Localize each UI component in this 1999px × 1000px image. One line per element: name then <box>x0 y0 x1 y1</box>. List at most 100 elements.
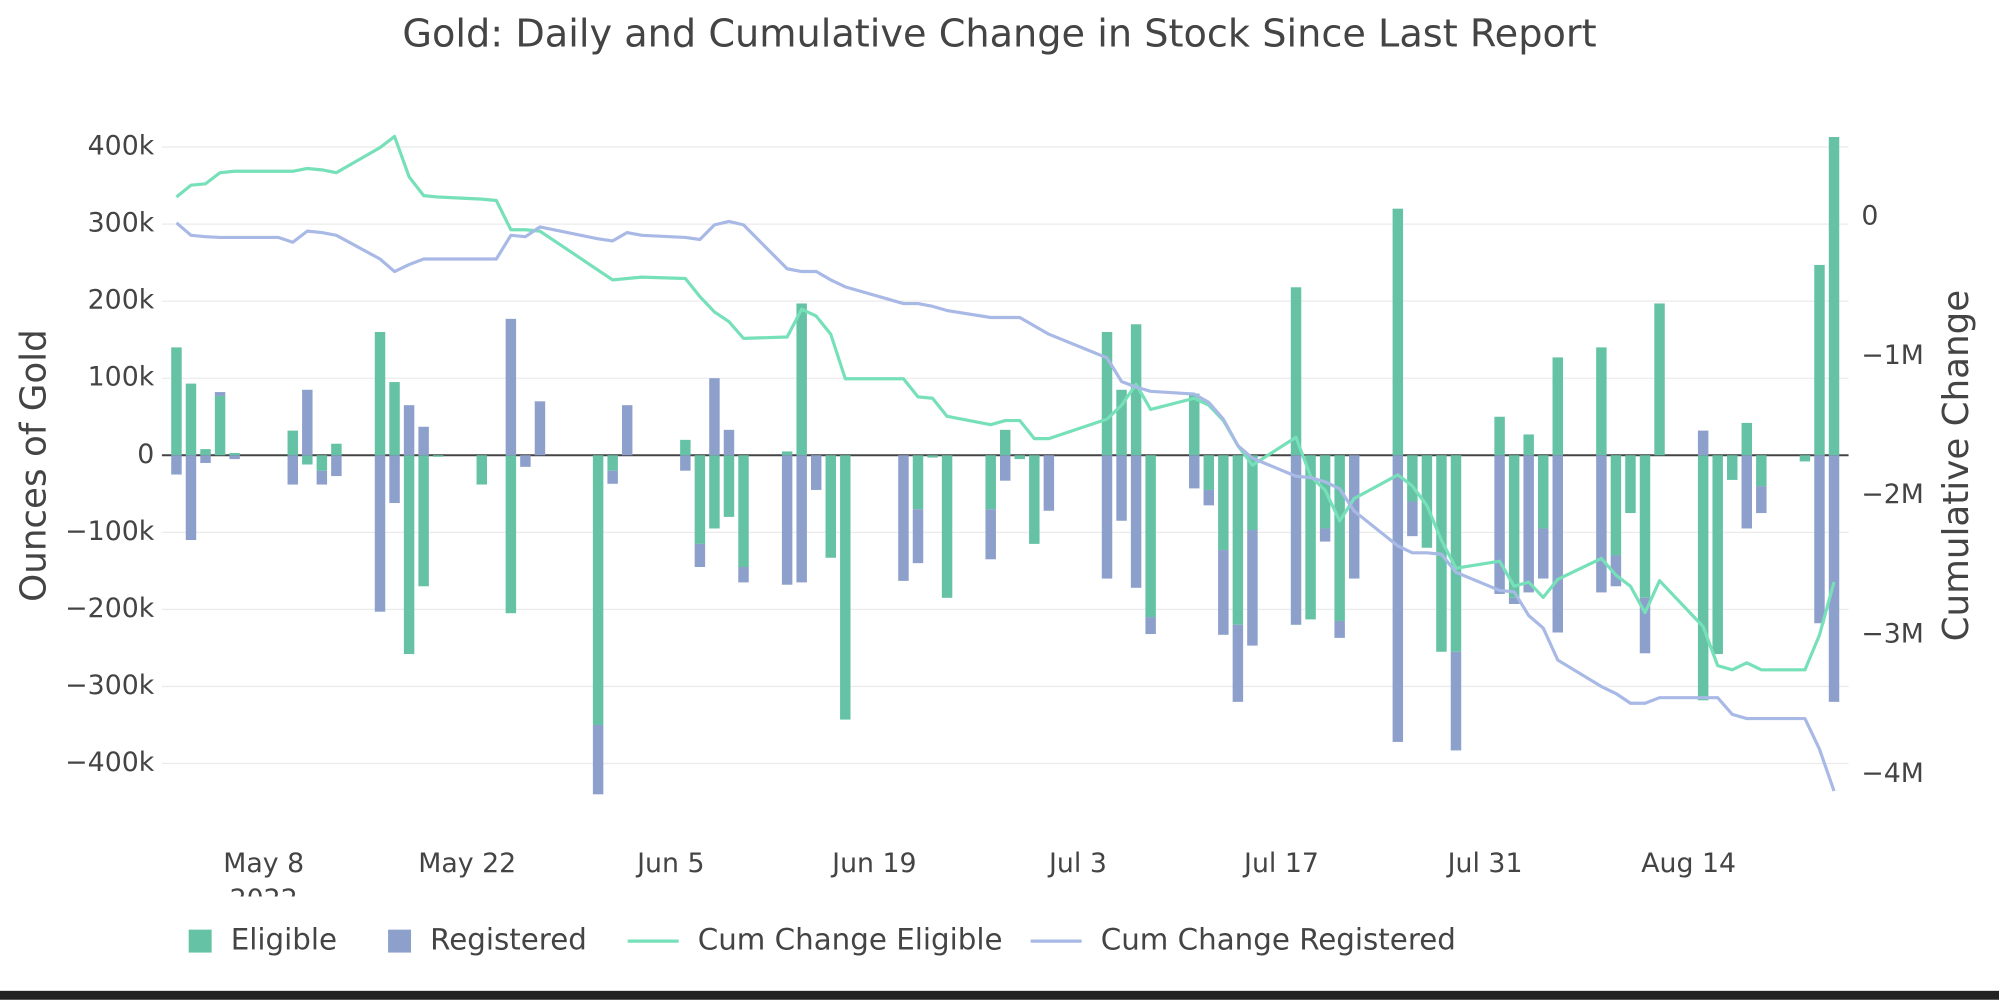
x-tick-label: Aug 14 <box>1641 848 1736 879</box>
bar <box>1116 455 1127 521</box>
y2-tick-label: −1M <box>1861 340 1924 371</box>
bar <box>694 543 706 568</box>
bar <box>1029 455 1040 544</box>
bar <box>1218 455 1229 551</box>
x-tick-year: 2022 <box>230 884 298 915</box>
bar <box>418 455 429 587</box>
bar <box>1421 455 1433 548</box>
bar <box>331 455 342 477</box>
y-tick-label: 400k <box>88 131 155 162</box>
y2-tick-label: −3M <box>1861 619 1924 650</box>
y-tick-label: 300k <box>88 208 155 239</box>
bar <box>432 455 444 457</box>
bar <box>1697 430 1709 456</box>
bar <box>680 455 691 471</box>
bar <box>1101 455 1113 579</box>
bar <box>1043 455 1055 511</box>
y-tick-label: −200k <box>65 593 155 624</box>
bar <box>1014 455 1026 460</box>
bar <box>1756 455 1767 487</box>
bar <box>1290 287 1302 456</box>
x-tick-label: Jul 17 <box>1242 848 1319 879</box>
y-tick-label: −100k <box>65 516 155 547</box>
bar <box>302 389 313 456</box>
bar <box>389 455 400 504</box>
bar <box>1334 620 1345 638</box>
legend-label: Cum Change Eligible <box>698 923 1003 957</box>
bar <box>1552 455 1563 633</box>
bar <box>621 405 633 456</box>
x-tick-label: Jul 31 <box>1446 848 1523 879</box>
bar <box>912 509 924 564</box>
bar <box>1494 416 1505 456</box>
bar <box>389 382 400 456</box>
bar <box>723 429 735 456</box>
bar <box>316 455 328 471</box>
bar <box>1828 455 1840 702</box>
legend-label: Cum Change Registered <box>1101 923 1456 957</box>
bar <box>1741 422 1753 456</box>
bar <box>1537 455 1549 529</box>
legend-swatch <box>388 929 412 953</box>
bar <box>520 455 531 467</box>
x-tick-label: May 22 <box>418 848 516 879</box>
chart-title: Gold: Daily and Cumulative Change in Sto… <box>402 12 1596 56</box>
bar <box>1625 455 1636 514</box>
bar <box>171 455 182 475</box>
bar <box>229 455 240 460</box>
bar <box>709 455 720 529</box>
bar <box>1392 455 1404 742</box>
y-tick-label: 100k <box>88 362 155 393</box>
bar <box>941 455 953 598</box>
bar <box>607 470 618 484</box>
bar <box>229 452 240 456</box>
y-tick-label: 0 <box>137 439 154 470</box>
bar <box>1203 489 1215 506</box>
y-axis-title: Ounces of Gold <box>14 329 55 602</box>
line <box>175 134 1836 672</box>
x-tick-label: May 8 <box>223 848 304 879</box>
y2-axis-title: Cumulative Change <box>1936 290 1977 642</box>
bar <box>171 347 182 456</box>
line <box>175 219 1836 792</box>
bar <box>331 443 342 456</box>
bar <box>985 455 996 510</box>
bar <box>723 455 735 517</box>
bar <box>1814 264 1825 456</box>
bar <box>1596 455 1607 593</box>
bar <box>185 455 197 541</box>
bar <box>1450 455 1462 652</box>
bar <box>1814 455 1825 624</box>
bar <box>694 455 706 544</box>
bar <box>287 455 299 485</box>
bar <box>1116 389 1127 456</box>
bar <box>1334 455 1345 621</box>
bar <box>840 455 851 720</box>
bar <box>403 405 415 456</box>
bar <box>1189 455 1200 489</box>
x-tick-label: Jun 5 <box>635 848 704 879</box>
bar <box>214 392 226 396</box>
bar <box>738 567 749 583</box>
bar <box>505 455 517 614</box>
bar <box>1712 455 1723 655</box>
legend: Eligible Registered Cum Change Eligible Cum… <box>188 923 1456 957</box>
bar <box>374 455 386 612</box>
bar <box>1697 455 1709 701</box>
bar <box>1610 555 1622 587</box>
bar <box>1407 501 1418 537</box>
bar <box>1247 455 1258 531</box>
bar <box>1639 597 1651 654</box>
bar <box>1348 455 1360 579</box>
bar <box>738 455 749 568</box>
legend-label: Eligible <box>231 923 337 957</box>
bar <box>316 470 328 485</box>
bar <box>403 455 415 655</box>
bar <box>1523 455 1534 593</box>
bar <box>1508 455 1520 598</box>
bar <box>1305 455 1316 620</box>
bar <box>592 455 604 725</box>
bar <box>1596 347 1607 456</box>
